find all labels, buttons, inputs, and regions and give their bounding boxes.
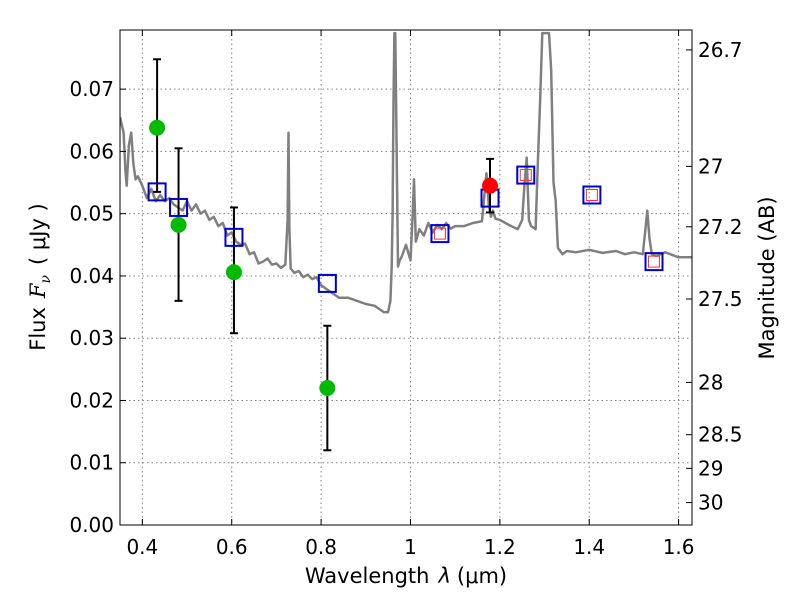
points-layer bbox=[147, 119, 664, 397]
model-square-marker bbox=[582, 185, 602, 205]
grid-layer bbox=[120, 30, 692, 526]
model-square-marker bbox=[430, 224, 450, 244]
ticks-layer: 0.4 0.6 0.8 1 1.2 1.4 1.6 0.00 0.01 0.02 0.03 0.04 0… bbox=[69, 30, 743, 559]
x-tick-label: 1.6 bbox=[663, 535, 695, 559]
model-square-marker bbox=[516, 165, 536, 185]
x-tick-label: 0.6 bbox=[216, 535, 248, 559]
x-tick-label: 1.2 bbox=[484, 535, 516, 559]
model-square-marker bbox=[317, 273, 337, 293]
y2-tick-label: 28 bbox=[698, 370, 723, 394]
secondary-y-axis-label: Magnitude (AB) bbox=[755, 196, 779, 359]
y2-tick-label: 30 bbox=[698, 491, 723, 515]
observed-point-marker bbox=[319, 380, 336, 397]
model-square-marker bbox=[147, 182, 167, 202]
small-red-square-marker bbox=[585, 189, 598, 201]
y-tick-label: 0.05 bbox=[69, 202, 114, 226]
small-red-square-marker bbox=[648, 255, 661, 268]
y2-tick-label: 29 bbox=[698, 456, 723, 480]
y2-tick-label: 28.5 bbox=[698, 423, 743, 447]
y-tick-label: 0.04 bbox=[69, 264, 114, 288]
observed-point-marker bbox=[170, 216, 187, 233]
x-tick-label: 1.4 bbox=[573, 535, 605, 559]
spectrum-layer bbox=[120, 31, 692, 314]
y-tick-label: 0.02 bbox=[69, 388, 114, 412]
y2-tick-label: 26.7 bbox=[698, 38, 743, 62]
x-tick-label: 1 bbox=[404, 535, 417, 559]
model-square-marker bbox=[224, 227, 244, 247]
y-tick-label: 0.00 bbox=[69, 513, 114, 537]
y2-tick-label: 27 bbox=[698, 154, 723, 178]
y-tick-label: 0.01 bbox=[69, 451, 114, 475]
small-red-square-marker bbox=[433, 227, 446, 240]
y2-tick-label: 27.5 bbox=[698, 287, 743, 311]
model-square-marker bbox=[169, 197, 189, 217]
model-square-marker bbox=[644, 252, 664, 272]
small-red-square-marker bbox=[519, 169, 532, 182]
x-axis-label: Wavelength λ (μm) bbox=[305, 564, 507, 588]
spectrum-line bbox=[120, 31, 692, 314]
plot-frame bbox=[119, 29, 693, 526]
y-tick-label: 0.07 bbox=[69, 77, 114, 101]
y2-tick-label: 27.2 bbox=[698, 215, 743, 239]
observed-point-marker bbox=[149, 119, 166, 136]
y-axis-label: FluxFν( μJy ) bbox=[26, 203, 54, 350]
observed-point-marker bbox=[225, 264, 242, 281]
x-tick-label: 0.8 bbox=[305, 535, 337, 559]
y-tick-label: 0.03 bbox=[69, 326, 114, 350]
observed-point-marker bbox=[482, 177, 499, 194]
y-tick-label: 0.06 bbox=[69, 139, 114, 163]
x-tick-label: 0.4 bbox=[126, 535, 158, 559]
